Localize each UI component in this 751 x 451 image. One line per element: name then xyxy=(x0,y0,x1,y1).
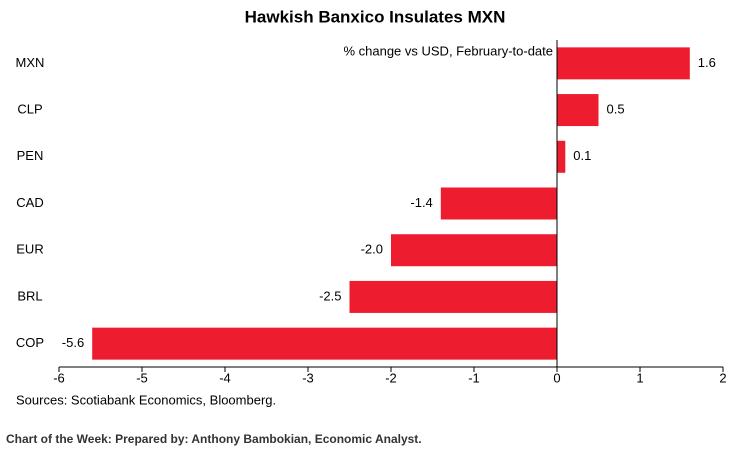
y-tick-label: CAD xyxy=(16,195,43,210)
y-tick-label: CLP xyxy=(17,102,42,117)
y-tick-label: BRL xyxy=(17,288,42,303)
y-tick-label: PEN xyxy=(17,148,44,163)
value-label: 1.6 xyxy=(698,55,716,70)
value-label: -2.0 xyxy=(361,242,383,257)
source: Sources: Scotiabank Economics, Bloomberg… xyxy=(16,392,276,407)
y-tick-label: COP xyxy=(16,335,44,350)
x-tick-label: -1 xyxy=(468,370,480,385)
y-tick-label: EUR xyxy=(16,242,43,257)
bar xyxy=(92,327,557,360)
value-label: 0.5 xyxy=(607,102,625,117)
bar xyxy=(557,47,690,80)
bar xyxy=(440,187,557,220)
value-label: 0.1 xyxy=(573,148,591,163)
y-tick-label: MXN xyxy=(16,55,45,70)
bar xyxy=(557,140,566,173)
value-label: -1.4 xyxy=(410,195,432,210)
x-tick-label: 2 xyxy=(719,370,726,385)
bar xyxy=(349,280,557,313)
value-label: -5.6 xyxy=(62,335,84,350)
bar xyxy=(557,94,599,127)
bar xyxy=(391,234,557,267)
x-tick-label: -5 xyxy=(136,370,148,385)
x-tick-label: -6 xyxy=(53,370,65,385)
value-label: -2.5 xyxy=(319,288,341,303)
chart-title: Hawkish Banxico Insulates MXN xyxy=(245,7,506,26)
x-tick-label: -3 xyxy=(302,370,314,385)
footer: Chart of the Week: Prepared by: Anthony … xyxy=(6,432,422,446)
x-tick-label: -4 xyxy=(219,370,231,385)
x-tick-label: 0 xyxy=(553,370,560,385)
x-tick-label: -2 xyxy=(385,370,397,385)
annotation: % change vs USD, February-to-date xyxy=(343,43,553,58)
x-tick-label: 1 xyxy=(636,370,643,385)
